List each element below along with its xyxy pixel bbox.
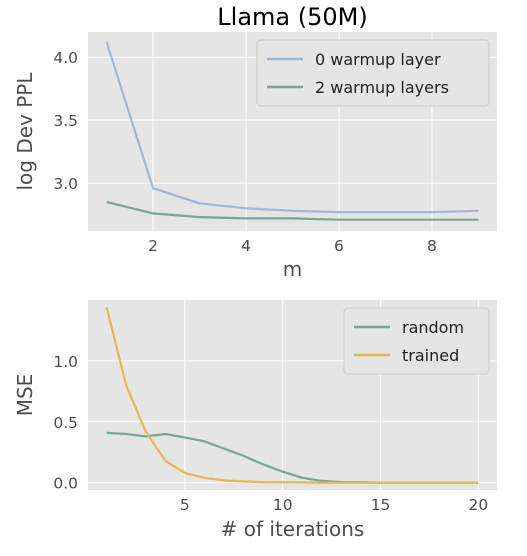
y-tick-label: 1.0 <box>53 353 78 371</box>
x-tick-label: 2 <box>148 237 158 255</box>
legend: 0 warmup layer 2 warmup layers <box>256 39 490 107</box>
x-axis-label: # of iterations <box>221 517 365 541</box>
x-tick-label: 5 <box>180 496 190 514</box>
series-line-trained <box>105 307 479 484</box>
legend-label: trained <box>402 346 459 365</box>
series-line-0-warmup-layer <box>105 41 479 214</box>
x-tick-label: 10 <box>273 496 293 514</box>
legend-box <box>256 39 490 107</box>
chart-title: Llama (50M) <box>217 3 367 31</box>
y-axis-label: MSE <box>13 374 37 417</box>
legend-label: random <box>402 318 464 337</box>
series-line-2-warmup-layers <box>106 200 479 221</box>
x-tick-label: 6 <box>334 237 344 255</box>
x-tick-label: 15 <box>371 496 391 514</box>
y-tick-label: 3.0 <box>53 175 78 193</box>
x-tick-label: 4 <box>241 237 251 255</box>
y-tick-label: 4.0 <box>53 49 78 67</box>
y-tick-label: 0.5 <box>53 414 78 432</box>
y-axis-label: log Dev PPL <box>13 72 37 191</box>
x-axis-label: m <box>283 257 302 281</box>
x-tick-label: 20 <box>469 496 489 514</box>
chart-1: 2 4 6 8 3.0 3.5 4.0 Llama (50M) m log Dev PPL 0 wa… <box>13 3 497 281</box>
chart-2: 5 10 15 20 0.0 0.5 1.0 # of iterations MSE random… <box>13 300 497 541</box>
y-tick-label: 0.0 <box>53 475 78 493</box>
legend: random trained <box>343 307 490 375</box>
x-tick-label: 8 <box>427 237 437 255</box>
legend-label: 2 warmup layers <box>315 78 449 97</box>
legend-box <box>343 307 490 375</box>
legend-label: 0 warmup layer <box>315 50 441 69</box>
y-tick-label: 3.5 <box>53 112 78 130</box>
